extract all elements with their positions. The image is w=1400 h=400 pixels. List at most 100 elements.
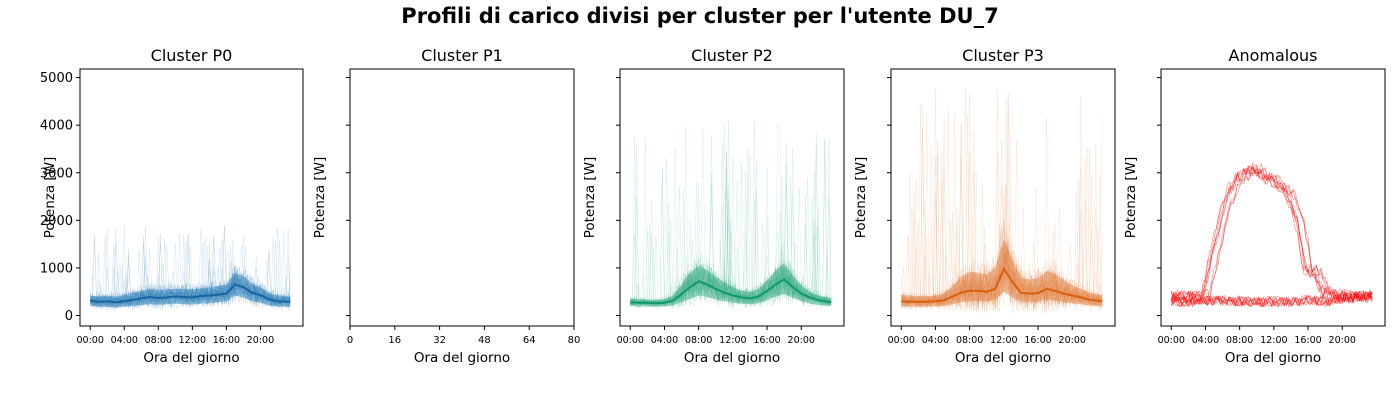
axes-frame xyxy=(349,68,575,327)
trace-line xyxy=(901,140,1103,308)
y-tick-label: 5000 xyxy=(40,71,73,86)
trace-line xyxy=(901,249,1103,307)
x-tick-label: 04:00 xyxy=(922,335,949,346)
axes-frame xyxy=(1160,68,1386,327)
trace-line xyxy=(901,167,1103,307)
trace-line xyxy=(89,284,291,307)
trace-line xyxy=(89,229,291,309)
x-tick-label: 04:00 xyxy=(1192,335,1219,346)
x-tick-label: 16:00 xyxy=(1294,335,1321,346)
trace-line xyxy=(901,144,1103,313)
y-tick-label: 1000 xyxy=(40,261,73,276)
trace-line xyxy=(901,245,1103,307)
trace-line xyxy=(630,153,832,308)
trace-line xyxy=(89,236,291,309)
y-axis-label: Potenza [W] xyxy=(312,157,328,239)
trace-line xyxy=(901,209,1103,308)
x-tick-label: 16:00 xyxy=(1024,335,1051,346)
y-tick-label: 4000 xyxy=(40,119,73,134)
x-tick-label: 08:00 xyxy=(685,335,712,346)
plot-area xyxy=(1171,162,1373,309)
plot-area xyxy=(630,120,832,310)
x-tick-label: 08:00 xyxy=(956,335,983,346)
trace-line xyxy=(901,251,1103,306)
x-tick-label: 0 xyxy=(347,335,353,346)
trace-line xyxy=(89,239,291,310)
trace-line xyxy=(630,150,832,308)
trace-line xyxy=(90,266,291,311)
anomalous-trace xyxy=(1171,162,1373,303)
trace-line xyxy=(901,201,1103,307)
x-axis-label: Ora del giorno xyxy=(684,350,780,366)
trace-line xyxy=(901,139,1103,307)
trace-line xyxy=(901,247,1103,312)
trace-line xyxy=(89,228,291,306)
axes-frame xyxy=(619,68,845,327)
trace-line xyxy=(901,150,1103,310)
trace-line xyxy=(90,241,291,309)
chart-panel-0: Cluster P0 Ora del giorno Potenza [W] 0 1000… xyxy=(40,46,304,366)
x-tick-label: 08:00 xyxy=(145,335,172,346)
anomalous-trace xyxy=(1171,164,1373,304)
trace-line xyxy=(901,106,1103,313)
anomalous-trace xyxy=(1171,167,1373,303)
trace-line xyxy=(90,235,291,308)
x-tick-label: 04:00 xyxy=(651,335,678,346)
anomalous-trace xyxy=(1171,291,1373,308)
trace-line xyxy=(901,245,1103,308)
trace-line xyxy=(630,163,832,309)
trace-line xyxy=(90,249,291,306)
x-tick-label: 12:00 xyxy=(179,335,206,346)
trace-line xyxy=(630,184,832,307)
chart-panel-3: Cluster P3 Ora del giorno Potenza [W] 00:00… xyxy=(853,46,1116,366)
y-axis-label: Potenza [W] xyxy=(42,157,58,239)
trace-line xyxy=(630,249,832,307)
trace-line xyxy=(630,121,832,305)
trace-line xyxy=(630,242,832,307)
x-tick-label: 00:00 xyxy=(888,335,915,346)
trace-line xyxy=(901,224,1103,312)
x-tick-label: 00:00 xyxy=(617,335,644,346)
trace-line xyxy=(89,233,291,310)
x-axis-label: Ora del giorno xyxy=(414,350,510,366)
x-tick-label: 16 xyxy=(388,335,401,346)
x-axis-label: Ora del giorno xyxy=(1225,350,1321,366)
trace-line xyxy=(901,89,1103,313)
trace-line xyxy=(630,258,832,306)
x-tick-label: 20:00 xyxy=(247,335,274,346)
trace-line xyxy=(901,173,1103,308)
y-axis-label: Potenza [W] xyxy=(1123,157,1139,239)
y-tick-label: 0 xyxy=(65,309,73,324)
x-tick-label: 08:00 xyxy=(1226,335,1253,346)
axes-frame xyxy=(890,68,1116,327)
panel-title: Cluster P3 xyxy=(962,46,1044,65)
trace-line xyxy=(90,241,291,311)
trace-line xyxy=(630,259,832,306)
plot-area xyxy=(89,225,291,312)
plot-area xyxy=(901,87,1103,314)
anomalous-trace xyxy=(1171,165,1373,304)
y-axis-label: Potenza [W] xyxy=(582,157,598,239)
x-tick-label: 64 xyxy=(523,335,536,346)
trace-line xyxy=(901,116,1103,312)
chart-panel-1: Cluster P1 Ora del giorno Potenza [W] 0 16 32… xyxy=(312,46,580,366)
trace-line xyxy=(901,113,1103,313)
panel-title: Cluster P0 xyxy=(151,46,233,65)
x-tick-label: 80 xyxy=(568,335,581,346)
trace-line xyxy=(901,100,1103,307)
trace-line xyxy=(89,226,291,306)
trace-line xyxy=(901,202,1103,305)
x-tick-label: 12:00 xyxy=(990,335,1017,346)
panel-title: Cluster P1 xyxy=(421,46,503,65)
trace-line xyxy=(901,207,1103,311)
anomalous-trace xyxy=(1171,291,1373,309)
trace-line xyxy=(901,173,1103,312)
trace-line xyxy=(901,214,1103,309)
mean-line xyxy=(90,283,291,304)
x-tick-label: 20:00 xyxy=(1329,335,1356,346)
trace-line xyxy=(89,239,291,309)
trace-line xyxy=(90,236,291,305)
x-tick-label: 32 xyxy=(433,335,446,346)
trace-line xyxy=(89,227,291,309)
